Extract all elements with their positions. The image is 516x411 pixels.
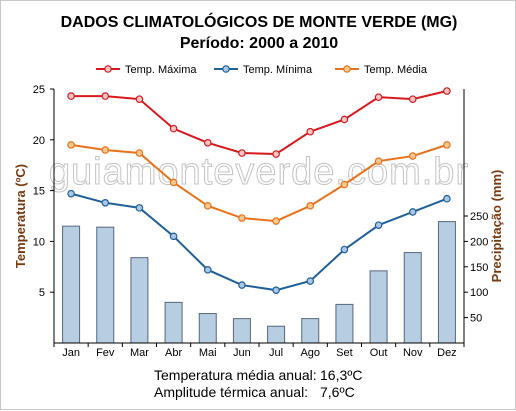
- point-series-2-out: [374, 157, 383, 165]
- legend: Temp. Máxima Temp. Mínima Temp. Média: [96, 64, 428, 76]
- x-tick-nov: Nov: [403, 347, 423, 359]
- point-series-2-mai: [203, 202, 212, 210]
- point-series-0-dez: [443, 87, 451, 95]
- point-series-1-out: [374, 221, 383, 229]
- line-series-0: [71, 90, 448, 156]
- x-tick-set: Set: [336, 347, 353, 359]
- x-tick-out: Out: [370, 347, 388, 359]
- y-right-tick-150: 150: [470, 262, 488, 274]
- line-series-1: [70, 192, 448, 292]
- legend-marker-0: [104, 65, 112, 73]
- y-axis-right-title: Precipitação (mm): [489, 170, 504, 283]
- point-series-1-fev: [101, 198, 110, 207]
- precipitation-bars: [62, 221, 456, 344]
- point-series-1-mar: [135, 204, 144, 212]
- y-axis-left-title: Temperatura (ºC): [13, 164, 28, 268]
- x-tick-fev: Fev: [96, 347, 115, 359]
- point-series-1-mai: [203, 266, 212, 274]
- x-tick-jun: Jun: [233, 347, 251, 359]
- point-series-1-abr: [169, 232, 178, 241]
- axes: 5 10 15 20 25 50 100 150 200 250 Jan Fev Mar Abr Mai Ju…: [33, 84, 489, 359]
- legend-label-2: Temp. Média: [364, 64, 428, 76]
- point-series-0-nov: [408, 95, 417, 103]
- bar-nov: [403, 252, 422, 344]
- point-series-1-set: [340, 245, 349, 254]
- line-series-2: [70, 143, 448, 223]
- bar-jul: [267, 325, 286, 344]
- point-series-0-ago: [306, 127, 315, 136]
- chart-subtitle: Período: 2000 a 2010: [180, 35, 338, 52]
- bar-mai: [198, 313, 217, 344]
- annual-amplitude-value: 7,6ºC: [320, 384, 355, 400]
- point-series-0-set: [340, 115, 349, 124]
- point-series-1-jan: [67, 189, 75, 198]
- point-series-0-jan: [67, 92, 75, 100]
- legend-marker-1: [222, 65, 230, 73]
- point-series-1-ago: [306, 277, 315, 285]
- bar-mar: [130, 257, 149, 344]
- bar-out: [369, 270, 388, 344]
- annual-amplitude-label: Amplitude térmica anual:: [154, 384, 308, 400]
- y-right-tick-250: 250: [470, 211, 488, 223]
- point-series-1-dez: [443, 194, 451, 203]
- point-series-2-mar: [135, 149, 144, 157]
- legend-label-1: Temp. Mínima: [243, 64, 313, 76]
- y-left-tick-15: 15: [33, 186, 45, 198]
- y-right-tick-50: 50: [470, 313, 482, 325]
- chart-title: DADOS CLIMATOLÓGICOS DE MONTE VERDE (MG): [61, 12, 458, 31]
- x-tick-ago: Ago: [300, 347, 320, 359]
- bar-jan: [62, 225, 81, 344]
- point-series-2-nov: [408, 152, 417, 160]
- point-series-1-nov: [408, 208, 417, 216]
- point-series-2-ago: [306, 202, 315, 210]
- y-right-tick-100: 100: [470, 287, 488, 299]
- x-tick-jan: Jan: [62, 347, 80, 359]
- y-left-tick-5: 5: [39, 287, 45, 299]
- bar-jun: [232, 318, 251, 344]
- point-series-2-jul: [272, 217, 280, 225]
- x-tick-dez: Dez: [437, 347, 457, 359]
- point-series-0-fev: [101, 92, 110, 100]
- y-right-tick-200: 200: [470, 236, 488, 248]
- point-series-2-jan: [67, 141, 75, 149]
- point-series-2-set: [340, 180, 349, 189]
- x-tick-mar: Mar: [130, 347, 149, 359]
- point-series-1-jun: [238, 281, 246, 289]
- point-series-2-abr: [169, 178, 178, 187]
- point-series-2-fev: [101, 146, 110, 154]
- legend-label-0: Temp. Máxima: [125, 64, 197, 76]
- temperature-lines: [67, 87, 451, 294]
- bar-abr: [164, 301, 183, 344]
- point-series-1-jul: [272, 286, 280, 294]
- x-tick-abr: Abr: [165, 347, 182, 359]
- point-series-2-dez: [443, 141, 451, 149]
- annual-mean-value: 16,3ºC: [320, 367, 362, 383]
- point-series-0-abr: [169, 124, 178, 133]
- x-tick-jul: Jul: [269, 347, 283, 359]
- point-series-2-jun: [238, 214, 246, 222]
- point-series-0-mai: [203, 139, 212, 147]
- y-left-tick-10: 10: [33, 236, 45, 248]
- y-left-tick-25: 25: [33, 84, 45, 96]
- x-tick-mai: Mai: [199, 347, 217, 359]
- bar-set: [335, 303, 354, 344]
- point-series-0-mar: [135, 95, 144, 103]
- point-series-0-jun: [238, 149, 246, 157]
- bar-dez: [437, 221, 456, 344]
- annual-mean-label: Temperatura média anual:: [154, 367, 317, 383]
- legend-marker-2: [343, 65, 351, 73]
- point-series-0-jul: [272, 150, 280, 158]
- point-series-0-out: [374, 93, 383, 101]
- y-left-tick-20: 20: [33, 135, 45, 147]
- bar-fev: [96, 226, 115, 344]
- bar-ago: [301, 318, 320, 344]
